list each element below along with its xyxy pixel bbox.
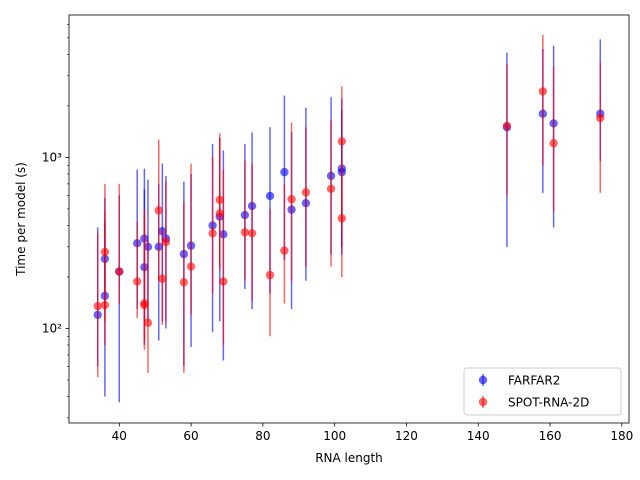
data-point [596, 113, 605, 123]
y-axis: 10² 10³ [42, 23, 69, 419]
x-tick-label: 120 [395, 429, 418, 443]
series-spot-rna-2d [93, 34, 605, 378]
data-point [179, 278, 189, 287]
data-point [240, 228, 250, 237]
legend-box [463, 367, 622, 416]
data-point [265, 191, 275, 201]
legend-item: SPOT-RNA-2D [478, 396, 589, 410]
data-point [186, 262, 196, 271]
legend: FARFAR2 SPOT-RNA-2D [463, 367, 622, 416]
x-tick-label: 100 [323, 429, 346, 443]
data-point [538, 87, 548, 96]
legend-label: FARFAR2 [508, 374, 560, 388]
data-point [215, 209, 224, 218]
data-point [133, 277, 142, 286]
data-point [161, 237, 171, 247]
legend-marker [478, 397, 488, 407]
data-point [247, 229, 257, 238]
legend-label: SPOT-RNA-2D [508, 396, 589, 410]
data-point [280, 246, 289, 255]
x-tick-label: 140 [467, 429, 490, 443]
data-point [158, 274, 167, 284]
data-point [301, 188, 311, 197]
data-point [265, 270, 275, 280]
y-tick-label: 10² [42, 321, 62, 335]
data-point [154, 206, 163, 215]
data-point [337, 214, 347, 223]
data-point [143, 318, 153, 327]
data-point [100, 300, 110, 310]
data-point [140, 300, 149, 310]
legend-item: FARFAR2 [478, 374, 560, 388]
x-tick-label: 40 [112, 429, 127, 443]
data-point [287, 194, 296, 204]
data-point [93, 301, 102, 311]
x-axis: 40 60 80 100 120 140 160 180 [112, 423, 633, 443]
data-point [280, 167, 289, 177]
data-point [326, 184, 336, 194]
legend-marker [478, 375, 488, 385]
x-tick-label: 160 [539, 429, 562, 443]
data-point [115, 267, 124, 276]
x-tick-label: 180 [610, 429, 633, 443]
x-tick-label: 80 [255, 429, 270, 443]
plot-frame [68, 14, 630, 424]
data-point [219, 277, 228, 286]
data-point [502, 121, 512, 131]
data-point [208, 229, 217, 238]
x-axis-label: RNA length [315, 451, 383, 465]
data-point [337, 137, 347, 146]
y-tick-label: 10³ [42, 150, 62, 164]
data-point [549, 139, 558, 148]
y-axis-label: Time per model (s) [14, 162, 28, 277]
plot-marks [93, 34, 605, 403]
x-tick-label: 60 [183, 429, 198, 443]
